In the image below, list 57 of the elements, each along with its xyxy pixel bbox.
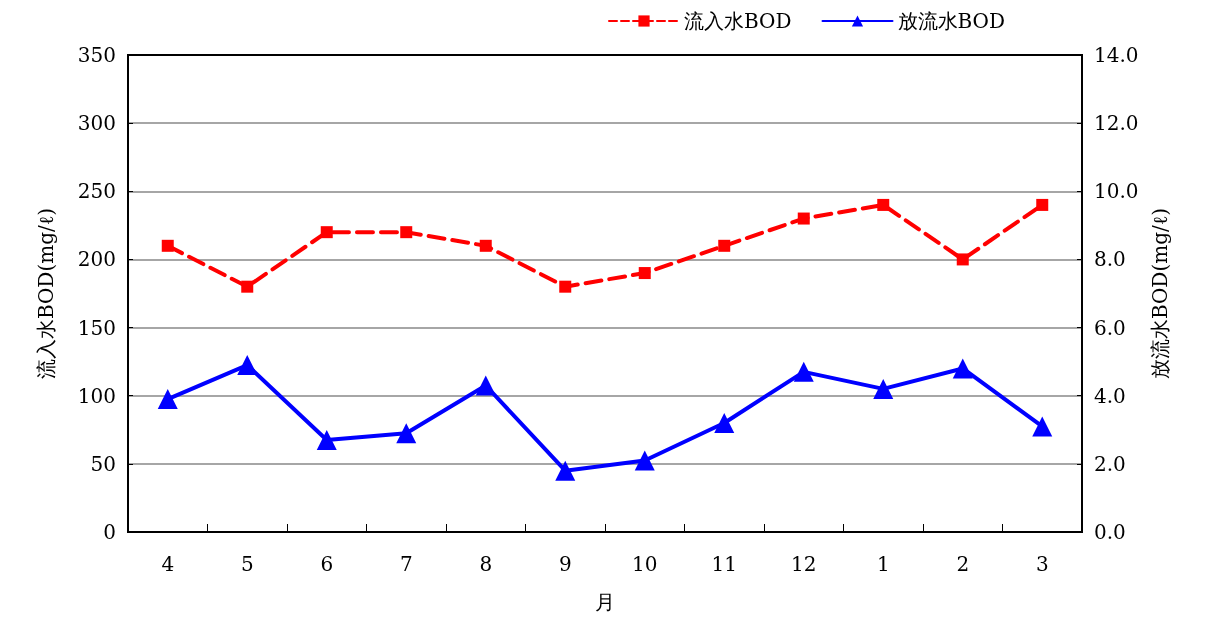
- x-tick-label: 12: [791, 552, 817, 576]
- point: [638, 267, 651, 280]
- y2-axis-title: 放流水BOD(mg/ℓ): [1148, 207, 1172, 380]
- y2-tick-label: 10.0: [1094, 179, 1139, 204]
- x-tick-label: 7: [399, 552, 413, 576]
- x-tick-label: 6: [320, 552, 334, 576]
- legend-label: 放流水BOD: [897, 9, 1005, 33]
- x-tick-label: 3: [1035, 552, 1049, 576]
- y-tick-label: 300: [77, 111, 116, 136]
- y2-tick-label: 2.0: [1094, 451, 1126, 476]
- y-tick-label: 0: [103, 520, 116, 544]
- x-tick-label: 2: [956, 552, 970, 576]
- x-tick-label: 8: [479, 552, 493, 576]
- point: [400, 226, 413, 239]
- point: [634, 450, 655, 471]
- point: [161, 239, 174, 252]
- point: [320, 226, 333, 239]
- point: [1036, 198, 1049, 211]
- point: [797, 212, 810, 225]
- legend-label: 流入水BOD: [684, 9, 792, 33]
- point: [559, 280, 572, 293]
- y2-tick-label: 4.0: [1094, 383, 1126, 408]
- y-tick-label: 350: [77, 43, 116, 67]
- point: [237, 355, 258, 376]
- point: [555, 460, 576, 481]
- point: [157, 389, 178, 410]
- point: [877, 198, 890, 211]
- y2-tick-label: 8.0: [1094, 247, 1126, 272]
- point: [718, 239, 731, 252]
- y-tick-label: 200: [77, 247, 116, 272]
- x-axis-title: 月: [595, 590, 615, 614]
- point: [793, 361, 814, 382]
- point: [952, 358, 973, 379]
- y2-tick-label: 12.0: [1094, 111, 1139, 136]
- point: [714, 412, 735, 433]
- y-tick-label: 250: [77, 179, 116, 204]
- y-tick-label: 50: [90, 451, 116, 476]
- point: [873, 378, 894, 399]
- y2-tick-label: 6.0: [1094, 315, 1126, 340]
- point: [475, 375, 496, 396]
- x-tick-label: 5: [240, 552, 254, 576]
- point: [956, 253, 969, 266]
- x-tick-label: 1: [876, 552, 890, 576]
- x-tick-label: 10: [632, 552, 658, 576]
- y-tick-label: 150: [77, 315, 116, 340]
- y-tick-label: 100: [77, 383, 116, 408]
- point: [316, 430, 337, 451]
- y2-tick-label: 14.0: [1094, 43, 1139, 67]
- x-tick-label: 11: [711, 552, 737, 576]
- point: [396, 423, 417, 444]
- y2-tick-label: 0.0: [1094, 520, 1126, 544]
- point: [241, 280, 254, 293]
- point: [479, 239, 492, 252]
- x-tick-label: 4: [161, 552, 175, 576]
- point: [1032, 416, 1053, 437]
- x-tick-label: 9: [558, 552, 572, 576]
- y-axis-title: 流入水BOD(mg/ℓ): [34, 207, 58, 380]
